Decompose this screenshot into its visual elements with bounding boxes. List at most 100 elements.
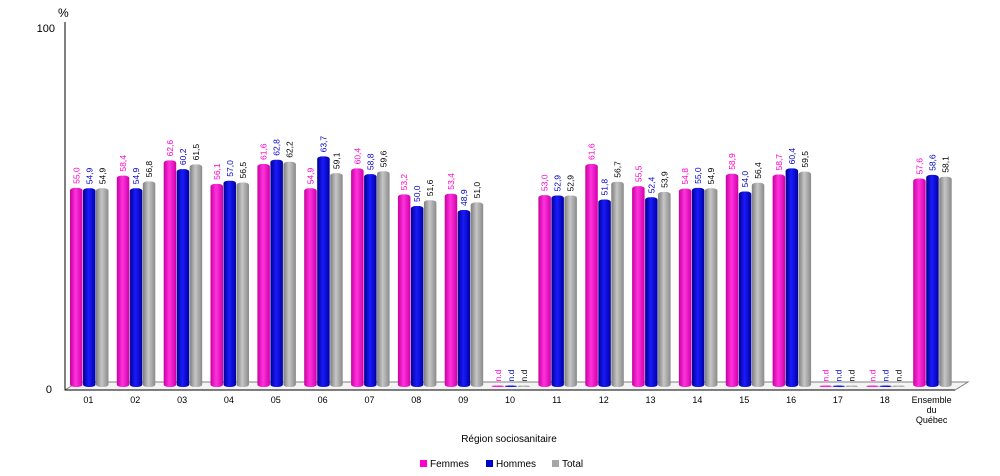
data-label-femmes-14: 54,8 (680, 168, 690, 185)
x-tick-label-13: 13 (645, 395, 655, 405)
bar-total-14 (704, 188, 718, 387)
bar-total-10 (517, 385, 531, 387)
data-label-femmes-17: n.d (821, 369, 831, 381)
bar-hommes-04 (223, 180, 236, 387)
data-label-total-14: 54,9 (706, 167, 716, 184)
x-tick-label-06: 06 (318, 395, 328, 405)
data-label-total-09: 51,0 (472, 182, 482, 199)
bar-total-17 (845, 385, 858, 387)
x-tick-label-09: 09 (458, 395, 468, 405)
x-tick-label-11: 11 (552, 395, 561, 405)
data-label-hommes-12: 51,8 (600, 179, 610, 196)
data-label-femmes-11: 53,0 (540, 174, 550, 191)
bar-femmes-01 (70, 187, 83, 387)
bar-hommes-08 (410, 206, 424, 387)
data-label-femmes-07: 60,4 (352, 148, 362, 165)
legend-label-hommes: Hommes (496, 459, 536, 470)
data-label-hommes-ensemble-du-qu-bec: 58,6 (927, 154, 937, 171)
bar-total-09 (470, 202, 484, 387)
x-tick-label-17: 17 (833, 395, 843, 405)
x-tick-label-08: 08 (411, 395, 421, 405)
bar-femmes-05 (257, 164, 270, 387)
x-tick-label-18: 18 (880, 395, 890, 405)
bar-hommes-05 (270, 159, 283, 387)
data-label-hommes-17: n.d (834, 369, 844, 381)
x-tick-label-05: 05 (271, 395, 281, 405)
data-label-total-02: 56,8 (144, 161, 154, 178)
x-tick-label-ensemble-du-qu-bec: Ensemble du Québec (912, 395, 952, 425)
bar-total-06 (330, 173, 343, 387)
data-label-hommes-05: 62,8 (272, 139, 282, 156)
bar-total-05 (283, 161, 296, 387)
x-tick-label-16: 16 (786, 395, 796, 405)
bar-femmes-13 (632, 186, 645, 387)
data-label-hommes-14: 55,0 (693, 167, 703, 184)
data-label-total-05: 62,2 (285, 141, 295, 158)
x-tick-label-04: 04 (224, 395, 234, 405)
x-tick-label-01: 01 (83, 395, 93, 405)
data-label-femmes-12: 61,6 (587, 143, 597, 160)
bar-femmes-18 (866, 385, 879, 387)
x-tick-labels: 01 02 03 04 05 06 07 08 09 10 11 12 13 14 15 16 17 18 Ense… (83, 395, 951, 425)
bar-hommes-10 (504, 385, 518, 387)
y-tick-label-min: 0 (46, 384, 52, 396)
data-label-total-13: 53,9 (659, 171, 669, 188)
bar-total-01 (96, 188, 109, 387)
bar-femmes-02 (116, 175, 130, 387)
data-label-femmes-15: 58,9 (727, 153, 737, 170)
bar-femmes-03 (163, 160, 177, 387)
data-label-femmes-09: 53,4 (446, 173, 456, 190)
bar-hommes-06 (317, 156, 330, 387)
data-label-hommes-13: 52,4 (646, 176, 656, 193)
data-label-femmes-04: 56,1 (212, 163, 222, 180)
bar-femmes-17 (819, 385, 832, 387)
data-label-femmes-10: n.d (493, 369, 503, 381)
data-label-hommes-08: 50,0 (412, 185, 422, 202)
data-label-hommes-02: 54,9 (131, 167, 141, 184)
data-label-total-01: 54,9 (97, 167, 107, 184)
bar-hommes-12 (598, 199, 611, 387)
bar-total-ensemble-du-qu-bec (939, 176, 952, 387)
data-label-total-11: 52,9 (566, 175, 576, 192)
bar-femmes-10 (491, 385, 505, 387)
bar-hommes-16 (785, 168, 799, 387)
legend-label-femmes: Femmes (430, 459, 469, 470)
legend-swatch-hommes (486, 460, 493, 467)
bar-femmes-16 (772, 174, 786, 387)
bar-total-07 (377, 171, 390, 387)
data-label-total-10: n.d (519, 369, 529, 381)
data-label-femmes-13: 55,5 (633, 165, 643, 182)
bar-hommes-ensemble-du-qu-bec (926, 174, 939, 387)
data-label-femmes-18: n.d (868, 369, 878, 381)
x-tick-label-03: 03 (177, 395, 187, 405)
bar-hommes-17 (832, 385, 845, 387)
bar-hommes-14 (691, 187, 705, 387)
data-label-femmes-01: 55,0 (71, 167, 81, 184)
data-label-femmes-05: 61,6 (259, 143, 269, 160)
data-label-hommes-11: 52,9 (553, 175, 563, 192)
data-label-hommes-16: 60,4 (787, 148, 797, 165)
x-tick-label-10: 10 (505, 395, 515, 405)
data-label-hommes-04: 57,0 (225, 160, 235, 177)
data-label-femmes-03: 62,6 (165, 140, 175, 157)
data-label-hommes-03: 60,2 (178, 148, 188, 165)
bar-series-group: 55,0 54,9 54,958,454,9 56,862,660,2 61,556,1… (70, 136, 952, 387)
data-label-femmes-08: 53,2 (399, 174, 409, 191)
bar-femmes-06 (304, 188, 317, 387)
data-label-total-12: 56,7 (613, 161, 623, 178)
data-label-hommes-10: n.d (506, 369, 516, 381)
bar-femmes-12 (585, 164, 598, 387)
data-label-hommes-06: 63,7 (319, 136, 329, 153)
bar-hommes-11 (551, 195, 564, 387)
data-label-total-17: n.d (847, 369, 857, 381)
bar-total-11 (564, 195, 577, 387)
bar-total-03 (189, 164, 203, 387)
data-label-femmes-02: 58,4 (118, 155, 128, 172)
data-label-total-18: n.d (894, 369, 904, 381)
bar-hommes-03 (176, 169, 190, 387)
x-tick-label-15: 15 (739, 395, 749, 405)
bar-femmes-14 (678, 188, 692, 387)
data-label-total-16: 59,5 (800, 151, 810, 168)
x-tick-label-07: 07 (364, 395, 374, 405)
bar-total-12 (611, 181, 624, 387)
